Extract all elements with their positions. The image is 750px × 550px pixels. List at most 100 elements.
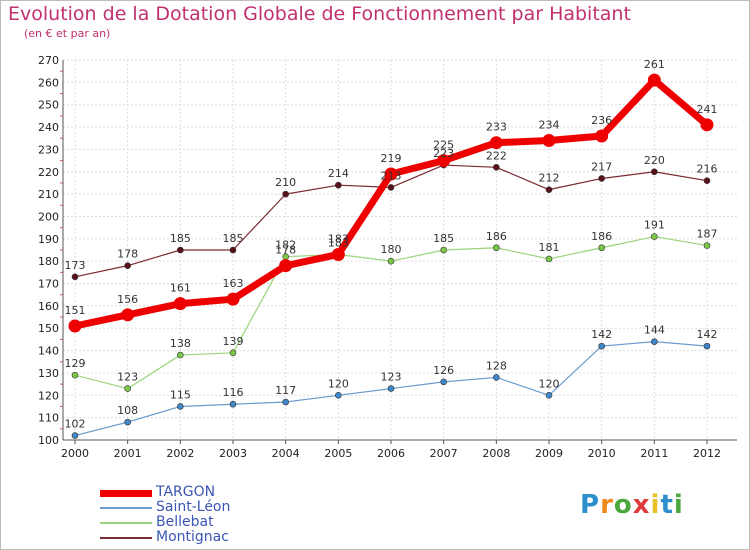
data-label-montignac: 213 <box>381 169 402 182</box>
data-label-saint-leon: 126 <box>433 364 454 377</box>
data-point-montignac <box>493 163 500 171</box>
data-label-bellebat: 182 <box>275 239 296 252</box>
y-tick-label: 200 <box>38 210 59 223</box>
proxiti-logo: Proxiti <box>580 490 684 520</box>
data-label-montignac: 173 <box>65 259 86 272</box>
data-label-montignac: 223 <box>433 147 454 160</box>
data-label-montignac: 178 <box>117 248 138 261</box>
data-label-bellebat: 138 <box>170 337 191 350</box>
data-point-saint-leon <box>229 400 237 408</box>
data-label-bellebat: 129 <box>65 357 86 370</box>
legend-label-bellebat: Bellebat <box>156 514 214 530</box>
data-label-targon: 234 <box>539 118 560 131</box>
x-tick-label: 2008 <box>482 447 510 460</box>
data-label-targon: 233 <box>486 121 507 134</box>
data-point-saint-leon <box>71 432 79 439</box>
data-label-targon: 225 <box>433 139 454 152</box>
grid <box>63 59 737 441</box>
data-point-bellebat <box>71 371 79 379</box>
legend-swatch-montignac <box>100 537 152 539</box>
data-label-bellebat: 191 <box>644 219 665 232</box>
logo-letter: i <box>650 490 661 520</box>
data-point-saint-leon <box>124 418 131 426</box>
data-label-montignac: 185 <box>223 232 244 245</box>
legend-label-saint-leon: Saint-Léon <box>156 499 231 515</box>
logo-letter: t <box>660 490 674 520</box>
y-tick-label: 260 <box>38 76 59 89</box>
data-label-targon: 241 <box>697 103 718 116</box>
x-tick-label: 2012 <box>693 447 721 460</box>
x-tick-label: 2011 <box>640 447 668 460</box>
data-label-montignac: 222 <box>486 149 507 162</box>
y-tick-label: 180 <box>38 255 59 268</box>
x-tick-label: 2007 <box>430 447 458 460</box>
data-label-saint-leon: 116 <box>223 386 244 399</box>
data-point-montignac <box>124 262 131 269</box>
data-label-bellebat: 180 <box>381 243 402 256</box>
y-tick-label: 240 <box>38 121 59 134</box>
data-point-targon <box>173 297 187 311</box>
x-tick-label: 2002 <box>166 447 194 460</box>
data-label-targon: 151 <box>65 304 86 317</box>
y-tick-label: 230 <box>38 143 59 156</box>
data-label-targon: 156 <box>117 293 138 306</box>
data-label-targon: 163 <box>223 277 244 290</box>
x-tick-label: 2009 <box>535 447 563 460</box>
logo-letter: i <box>673 490 684 520</box>
data-point-targon <box>700 118 714 132</box>
data-label-saint-leon: 117 <box>275 384 296 397</box>
y-tick-label: 210 <box>38 188 59 201</box>
data-label-montignac: 217 <box>591 160 612 173</box>
data-point-montignac <box>545 186 553 193</box>
data-label-saint-leon: 120 <box>539 377 560 390</box>
chart-title: Evolution de la Dotation Globale de Fonc… <box>8 3 631 25</box>
data-label-saint-leon: 108 <box>117 404 138 417</box>
data-point-saint-leon <box>545 391 553 399</box>
data-point-montignac <box>387 184 395 191</box>
y-tick-label: 160 <box>38 300 59 313</box>
data-point-targon <box>121 308 135 322</box>
legend-label-montignac: Montignac <box>156 529 229 545</box>
data-label-montignac: 210 <box>275 176 296 189</box>
legend-swatch-targon <box>100 489 152 497</box>
axes: 100 110 120 130 140 150 160 170 180 190 200 210 220 2… <box>38 54 737 460</box>
x-tick-label: 2004 <box>272 447 300 460</box>
data-point-bellebat <box>387 257 395 265</box>
data-point-montignac <box>703 177 711 185</box>
data-point-targon <box>595 129 609 143</box>
x-tick-label: 2006 <box>377 447 405 460</box>
data-point-bellebat <box>703 242 711 249</box>
y-tick-label: 120 <box>38 389 59 402</box>
data-point-bellebat <box>124 385 131 392</box>
data-point-saint-leon <box>177 403 184 410</box>
data-label-saint-leon: 128 <box>486 359 507 372</box>
data-label-saint-leon: 115 <box>170 388 191 401</box>
x-tick-label: 2010 <box>588 447 616 460</box>
logo-letter: P <box>580 490 601 520</box>
chart-subtitle: (en € et par an) <box>24 27 111 40</box>
data-point-montignac <box>335 181 342 189</box>
data-point-saint-leon <box>282 398 289 406</box>
data-label-bellebat: 139 <box>223 335 244 348</box>
y-tick-label: 140 <box>38 345 59 358</box>
y-tick-label: 110 <box>38 412 59 425</box>
legend-label-targon: TARGON <box>156 484 216 500</box>
data-label-saint-leon: 144 <box>644 324 665 337</box>
data-point-targon <box>384 167 398 181</box>
data-label-bellebat: 185 <box>433 232 454 245</box>
data-label-montignac: 220 <box>644 154 665 167</box>
y-tick-label: 170 <box>38 278 59 291</box>
data-label-montignac: 185 <box>170 232 191 245</box>
data-label-saint-leon: 120 <box>328 377 349 390</box>
data-point-bellebat <box>651 233 658 240</box>
data-label-targon: 161 <box>170 282 191 295</box>
data-label-targon: 183 <box>328 232 349 245</box>
data-label-montignac: 214 <box>328 167 349 180</box>
data-label-targon: 261 <box>644 58 665 71</box>
series-layer <box>68 73 714 439</box>
data-label-saint-leon: 102 <box>65 418 86 431</box>
data-point-montignac <box>177 246 184 254</box>
data-point-targon <box>437 154 451 168</box>
logo-letter: x <box>632 490 651 520</box>
